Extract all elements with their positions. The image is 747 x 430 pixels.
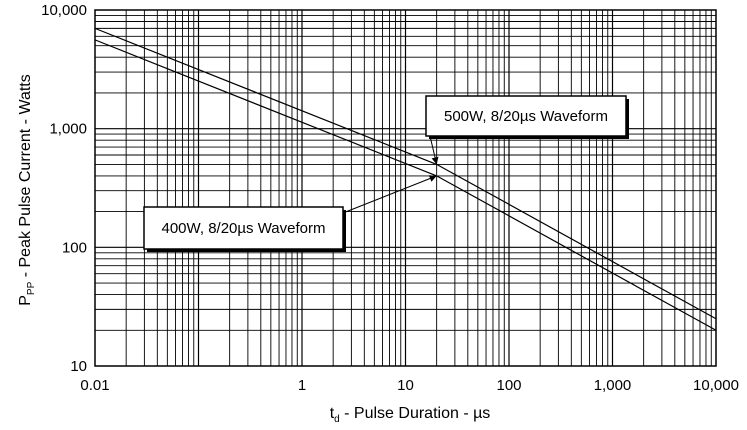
x-tick-label: 100 <box>496 377 521 394</box>
y-tick-labels: 10 100 1,000 10,000 <box>41 2 87 375</box>
y-tick-label: 1,000 <box>49 121 87 138</box>
y-axis-label-sub: PP <box>26 281 37 295</box>
x-tick-label: 0.01 <box>80 377 109 394</box>
annotation-400w: 400W, 8/20µs Waveform <box>143 175 437 252</box>
annotation-arrowhead <box>431 156 439 165</box>
annotation-box <box>143 206 344 250</box>
annotation-arrowhead <box>428 175 437 182</box>
y-axis-label-main: P <box>17 295 34 306</box>
x-tick-label: 10 <box>397 377 414 394</box>
x-axis-label-rest: - Pulse Duration - µs <box>340 405 491 422</box>
x-tick-label: 1 <box>298 377 306 394</box>
grid <box>95 10 716 366</box>
y-tick-label: 10 <box>70 358 87 375</box>
y-tick-label: 100 <box>62 239 87 256</box>
annotation-box <box>425 95 627 137</box>
annotations: 500W, 8/20µs Waveform 400W, 8/20µs Wavefo… <box>143 95 629 252</box>
x-tick-label: 1,000 <box>594 377 632 394</box>
y-axis-label-rest: - Peak Pulse Current - Watts <box>17 74 34 281</box>
x-axis-label: td - Pulse Duration - µs <box>330 405 491 425</box>
y-axis-label: PPP - Peak Pulse Current - Watts <box>17 74 37 305</box>
y-tick-label: 10,000 <box>41 2 87 19</box>
annotation-label: 400W, 8/20µs Waveform <box>162 220 326 237</box>
series-lines <box>94 27 717 331</box>
series-line-400w <box>94 39 717 331</box>
annotation-arrow <box>342 175 437 214</box>
annotation-label: 500W, 8/20µs Waveform <box>444 108 608 125</box>
x-axis-label-main: t <box>330 405 335 422</box>
plot-frame <box>94 9 717 367</box>
annotation-500w: 500W, 8/20µs Waveform <box>425 95 629 165</box>
x-tick-label: 10,000 <box>693 377 739 394</box>
x-tick-labels: 0.01 1 10 100 1,000 10,000 <box>80 377 739 394</box>
x-axis-label-sub: d <box>334 414 340 425</box>
series-line-500w <box>94 27 717 320</box>
